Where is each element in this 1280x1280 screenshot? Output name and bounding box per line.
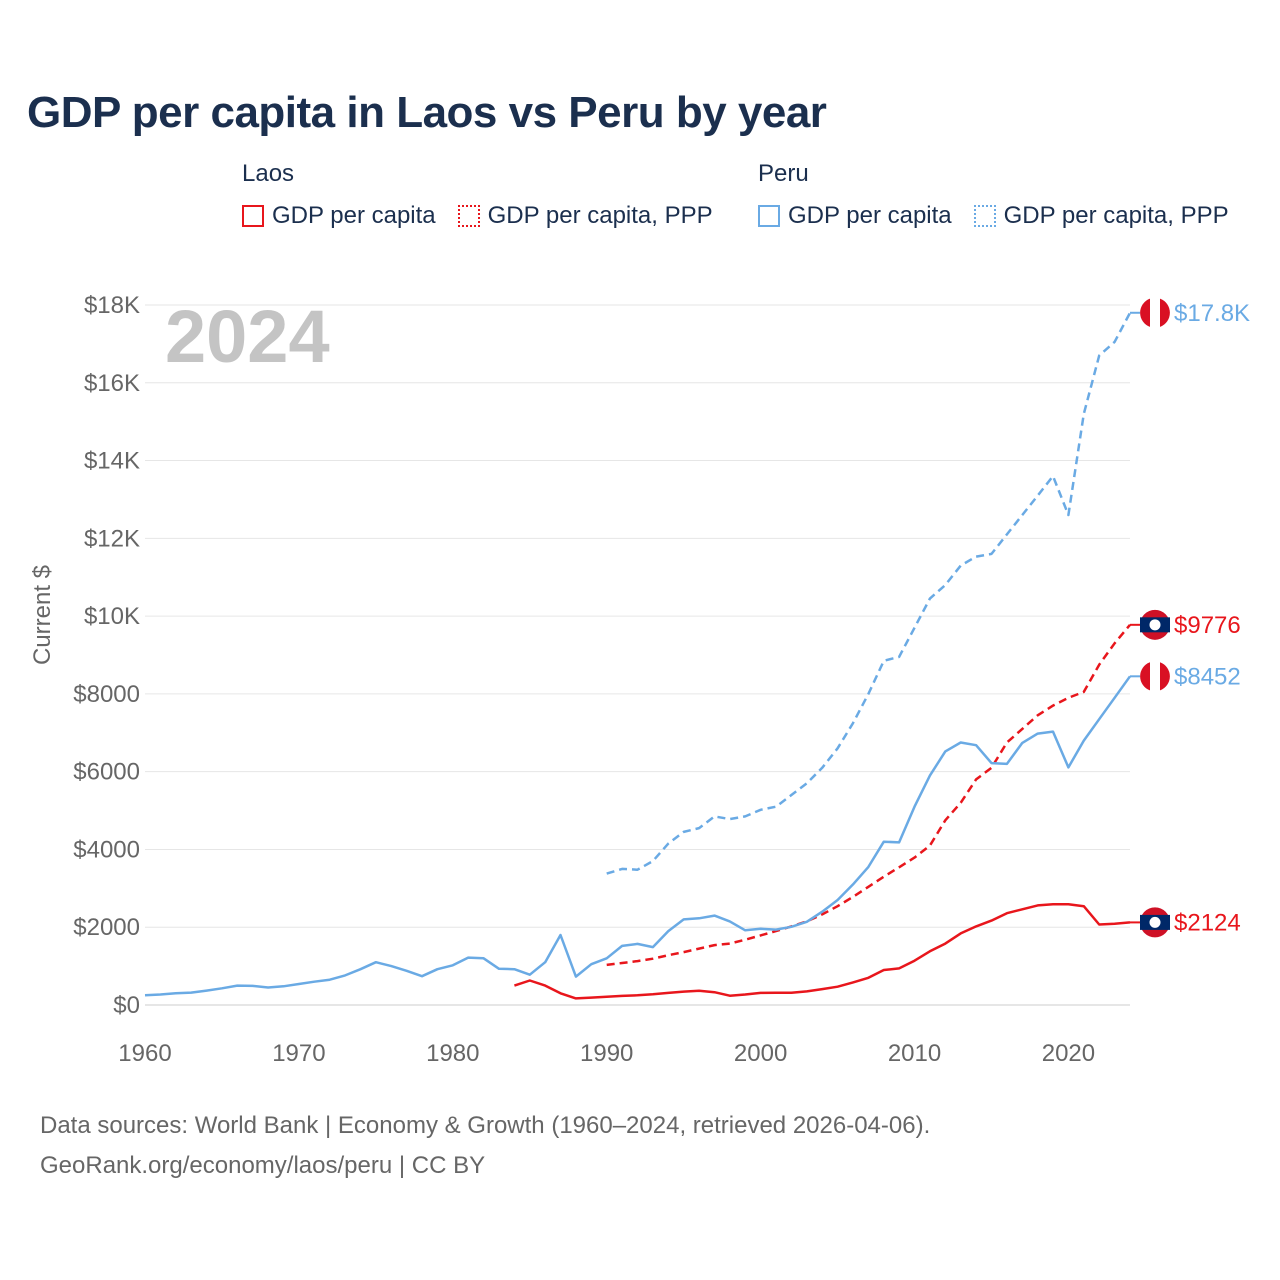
flag-band-center [1150,297,1160,328]
series-line-laos-gdp [514,903,1131,1000]
footer: Data sources: World Bank | Economy & Gro… [40,1106,930,1186]
y-tick-label: $0 [113,992,140,1019]
x-tick-label: 1960 [118,1040,171,1067]
y-tick-label: $8000 [73,681,140,708]
legend-group-laos: Laos GDP per capita GDP per capita, PPP [242,160,735,230]
legend-label: GDP per capita [788,202,952,229]
flag-disc [1149,619,1161,631]
end-value-label-peru-gdp: $8452 [1174,663,1241,690]
flag-band-right [1160,298,1170,327]
x-tick-label: 2010 [888,1040,941,1067]
series-line-laos-ppp [606,624,1131,967]
y-tick-label: $10K [84,603,140,630]
y-axis-title: Current $ [29,565,56,665]
laos-flag-icon [1140,609,1170,640]
y-tick-label: $4000 [73,836,140,863]
y-tick-label: $18K [84,292,140,319]
x-tick-label: 2000 [734,1040,787,1067]
line-chart: 2024 Current $ $0 $2000 $4000 $6000 $8000 $10… [29,292,1250,1067]
x-tick-label: 1990 [580,1040,633,1067]
x-tick-label: 2020 [1042,1040,1095,1067]
footer-sources: Data sources: World Bank | Economy & Gro… [40,1112,931,1139]
x-tick-label: 1970 [272,1040,325,1067]
legend-item-laos-gdp[interactable]: GDP per capita [242,202,436,230]
chart-title: GDP per capita in Laos vs Peru by year [27,88,827,137]
legend-label: GDP per capita [272,202,436,229]
legend-item-peru-gdp[interactable]: GDP per capita [758,202,952,230]
legend-group-title: Peru [758,160,809,187]
legend-label: GDP per capita, PPP [1003,202,1229,229]
flag-band-left [1140,298,1150,327]
legend-swatch [973,205,996,227]
legend-swatch [457,205,480,227]
laos-flag-icon [1140,907,1170,938]
flag-band-right [1160,662,1170,691]
y-tick-label: $14K [84,448,140,475]
legend-label: GDP per capita, PPP [487,202,713,229]
flag-disc [1149,916,1161,928]
peru-flag-icon [1140,297,1170,328]
legend-item-laos-ppp[interactable]: GDP per capita, PPP [457,202,713,230]
y-tick-label: $6000 [73,759,140,786]
legend-swatch [758,205,780,227]
y-tick-label: $2000 [73,914,140,941]
flag-band-center [1150,661,1160,692]
series-line-peru-ppp [606,312,1132,875]
x-tick-label: 1980 [426,1040,479,1067]
year-watermark: 2024 [165,295,330,378]
peru-flag-icon [1140,661,1170,692]
series-line-peru-gdp [144,675,1132,997]
footer-link[interactable]: GeoRank.org/economy/laos/peru | CC BY [40,1152,486,1179]
flag-band-left [1140,662,1150,691]
y-tick-label: $12K [84,525,140,552]
legend-swatch [242,205,264,227]
end-value-label-peru-ppp: $17.8K [1174,300,1250,327]
end-value-label-laos-ppp: $9776 [1174,612,1241,639]
legend-group-peru: Peru GDP per capita GDP per capita, PPP [758,160,1229,230]
end-value-label-laos-gdp: $2124 [1174,909,1241,936]
legend-group-title: Laos [242,160,295,187]
legend-item-peru-ppp[interactable]: GDP per capita, PPP [973,202,1229,230]
y-tick-label: $16K [84,370,140,397]
